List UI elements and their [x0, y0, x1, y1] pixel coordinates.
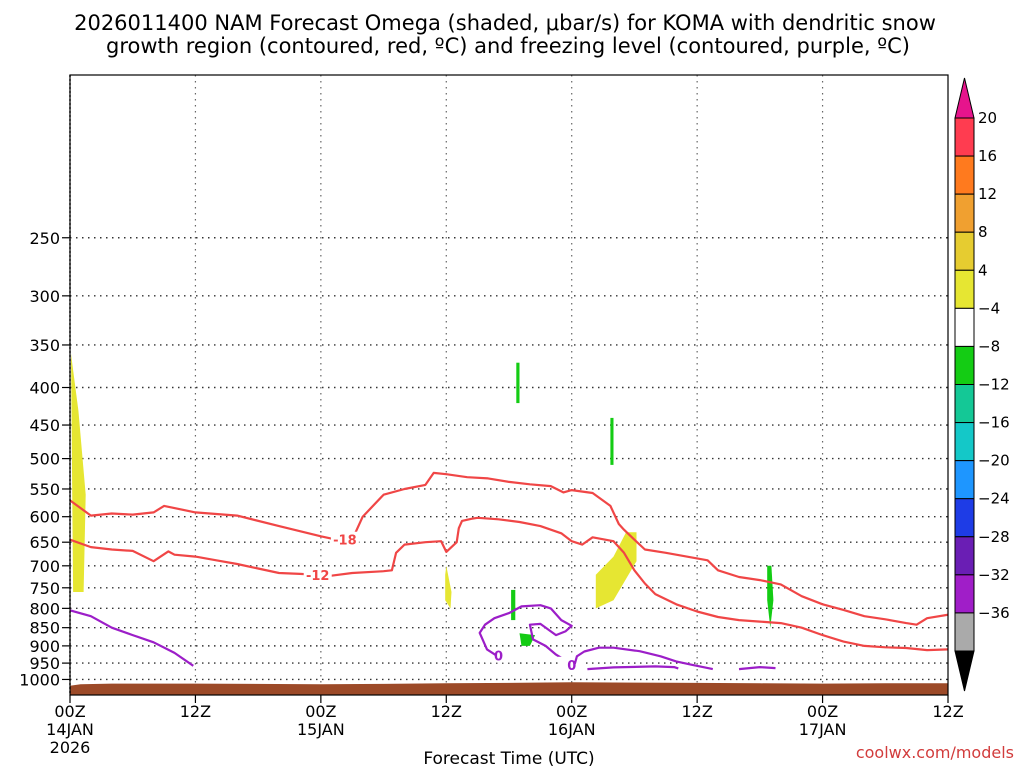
x-tick-label: 15JAN: [297, 720, 345, 739]
omega-region-rising-2: [595, 532, 637, 609]
colorbar-label: −20: [978, 452, 1010, 470]
y-tick-label: 750: [29, 579, 60, 598]
omega-region-sinking-7: [767, 565, 774, 628]
y-tick-label: 450: [29, 416, 60, 435]
colorbar-label: −32: [978, 566, 1010, 584]
colorbar-label: −8: [978, 337, 1000, 355]
x-tick-label: 12Z: [180, 702, 211, 721]
colorbar-bin: [954, 307, 975, 347]
y-tick-label: 950: [29, 654, 60, 673]
x-axis-label: Forecast Time (UTC): [423, 749, 594, 768]
chart-title: 2026011400 NAM Forecast Omega (shaded, μ…: [74, 11, 936, 58]
colorbar-label: −28: [978, 528, 1010, 546]
colorbar-bin: [954, 117, 975, 157]
colorbar-bin: [954, 384, 975, 424]
omega-region-sinking-4: [610, 417, 614, 465]
dgz-contour-label-bg: [303, 566, 332, 582]
colorbar-label: −12: [978, 376, 1010, 394]
y-tick-label: 550: [29, 480, 60, 499]
axes: 2503003504004505005506006507007508008509…: [19, 74, 964, 757]
colorbar-bin: [954, 422, 975, 462]
freezing-contour-1: [478, 604, 573, 665]
colorbar-over-arrow: [954, 77, 975, 119]
colorbar-label: 16: [978, 147, 997, 165]
freezing-contour-2: [573, 646, 714, 671]
freezing-contour-label: 0: [494, 650, 503, 665]
y-tick-label: 500: [29, 450, 60, 469]
y-tick-label: 400: [29, 379, 60, 398]
colorbar-label: 12: [978, 185, 997, 203]
x-tick-label: 16JAN: [548, 720, 596, 739]
x-tick-label: 00Z: [305, 702, 336, 721]
y-tick-label: 650: [29, 533, 60, 552]
y-tick-label: 700: [29, 557, 60, 576]
y-tick-label: 900: [29, 637, 60, 656]
colorbar-bin: [954, 536, 975, 576]
colorbar-under-arrow: [954, 650, 975, 692]
colorbar-label: 20: [978, 109, 997, 127]
x-tick-label: 12Z: [681, 702, 712, 721]
colorbar-bin: [954, 193, 975, 233]
colorbar-label: −36: [978, 604, 1010, 622]
colorbar: 20 16 12 8 4 −4 −8 −12 −16 −20 −24 −28 −32 −36: [954, 77, 1010, 692]
x-tick-label: 00Z: [807, 702, 838, 721]
omega-region-sinking-5: [511, 589, 516, 621]
freezing-contour-0: [70, 609, 194, 667]
freezing-contour-label-bg: [557, 656, 586, 672]
colorbar-bin: [954, 498, 975, 538]
x-tick-label: 12Z: [932, 702, 963, 721]
y-tick-label: 800: [29, 599, 60, 618]
x-tick-label: 00Z: [54, 702, 85, 721]
terrain-mask: [70, 682, 948, 695]
omega-region-sinking-6: [519, 633, 536, 646]
freezing-contour-3: [587, 665, 679, 671]
colorbar-bin: [954, 460, 975, 500]
x-tick-label: 17JAN: [799, 720, 847, 739]
title-line-1: 2026011400 NAM Forecast Omega (shaded, μ…: [74, 11, 936, 35]
colorbar-bin: [954, 269, 975, 309]
colorbar-label: −4: [978, 299, 1000, 317]
omega-region-rising-1: [445, 565, 452, 609]
colorbar-label: 8: [978, 223, 988, 241]
omega-region-sinking-3: [516, 362, 520, 404]
colorbar-bin: [954, 155, 975, 195]
y-tick-label: 600: [29, 508, 60, 527]
y-tick-label: 850: [29, 619, 60, 638]
dgz-contour-label-bg: [330, 531, 359, 547]
dgz-contour-label: -12: [306, 569, 330, 584]
dgz-contour-1: [70, 516, 948, 652]
x-tick-label: 00Z: [556, 702, 587, 721]
title-line-2: growth region (contoured, red, ºC) and f…: [106, 34, 910, 58]
dgz-contour-label: -18: [333, 534, 357, 549]
colorbar-bin: [954, 231, 975, 271]
colorbar-label: 4: [978, 261, 988, 279]
y-tick-label: 350: [29, 336, 60, 355]
y-tick-label: 300: [29, 287, 60, 306]
freezing-contour-4: [738, 665, 776, 671]
colorbar-label: −16: [978, 414, 1010, 432]
dgz-contour-0: [70, 471, 948, 626]
x-tick-label: 14JAN: [46, 720, 94, 739]
y-tick-label: 1000: [19, 670, 60, 689]
plot-area: -18 -12 0 0: [70, 75, 948, 695]
y-tick-label: 250: [29, 229, 60, 248]
x-tick-label: 2026: [50, 738, 91, 757]
colorbar-label: −24: [978, 490, 1010, 508]
omega-region-rising-0: [71, 353, 86, 592]
colorbar-bin: [954, 612, 975, 652]
freezing-contour-label: 0: [567, 659, 576, 674]
colorbar-bin: [954, 345, 975, 385]
colorbar-bin: [954, 574, 975, 614]
credit-text: coolwx.com/models: [856, 743, 1014, 762]
x-tick-label: 12Z: [431, 702, 462, 721]
